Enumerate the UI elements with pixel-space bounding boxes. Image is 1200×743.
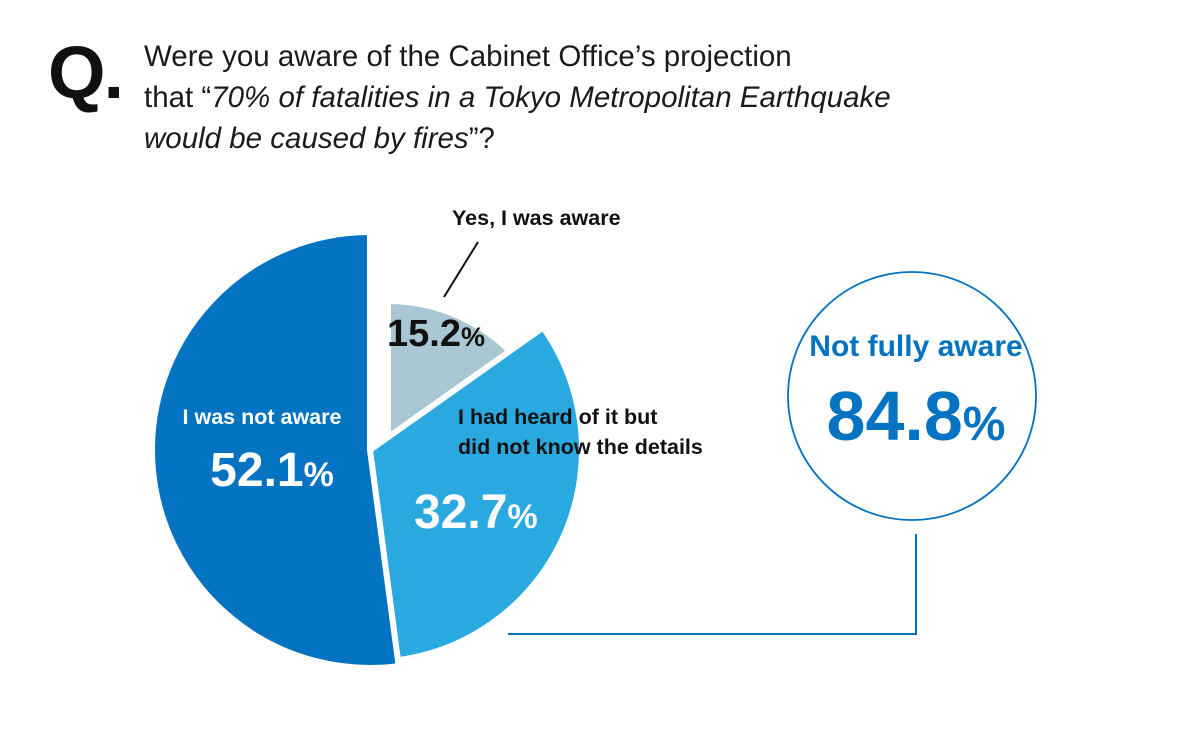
question-marker: Q. — [48, 36, 124, 110]
slice-value-number-2: 32.7 — [414, 486, 507, 539]
slice-value-number-1: 15.2 — [387, 313, 461, 355]
question-line-2-prefix: that “ — [144, 81, 212, 114]
question-line-3-suffix: ”? — [468, 122, 495, 155]
question-line-1: Were you aware of the Cabinet Office’s p… — [144, 36, 1164, 77]
question-line-1-text: Were you aware of the Cabinet Office’s p… — [144, 40, 792, 73]
question-line-2: that “70% of fatalities in a Tokyo Metro… — [144, 77, 1164, 118]
slice-value-3: 52.1% — [210, 444, 334, 497]
pie-slice-2 — [366, 323, 585, 664]
slice-label-1: Yes, I was aware — [452, 206, 621, 230]
slice-value-unit-2: % — [507, 498, 537, 536]
callout-value-unit: % — [963, 398, 1006, 451]
callout-group: Not fully aware 84.8% — [508, 271, 1037, 635]
callout-connector — [508, 534, 917, 635]
slice-value-number-3: 52.1 — [210, 444, 303, 497]
slice-value-unit-1: % — [461, 322, 485, 352]
callout-title: Not fully aware — [809, 330, 1022, 363]
slice-value-unit-3: % — [304, 456, 334, 494]
callout-value-number: 84.8 — [827, 377, 963, 455]
question-marker-text: Q. — [48, 31, 124, 114]
question-text: Were you aware of the Cabinet Office’s p… — [144, 36, 1164, 159]
callout-value: 84.8% — [827, 377, 1006, 455]
slice-label-2-line-1: I had heard of it but — [458, 405, 657, 429]
callout-circle — [787, 271, 1037, 521]
slice-label-2-line-2: did not know the details — [458, 435, 703, 459]
slice-value-2: 32.7% — [414, 486, 538, 539]
question-line-3: would be caused by fires”? — [144, 118, 1164, 159]
slice-label-2: I had heard of it but did not know the de… — [458, 405, 703, 459]
slice-value-1: 15.2% — [387, 313, 485, 355]
question-line-2-italic: 70% of fatalities in a Tokyo Metropolita… — [211, 81, 891, 114]
slice-label-3: I was not aware — [183, 405, 342, 429]
slice-leader-line-1 — [443, 241, 479, 298]
pie-labels: Yes, I was aware 15.2% I had heard of it b… — [183, 206, 703, 539]
pie-slices — [149, 228, 585, 671]
pie-slice-3 — [149, 228, 403, 671]
question-line-3-italic: would be caused by fires — [144, 122, 469, 155]
